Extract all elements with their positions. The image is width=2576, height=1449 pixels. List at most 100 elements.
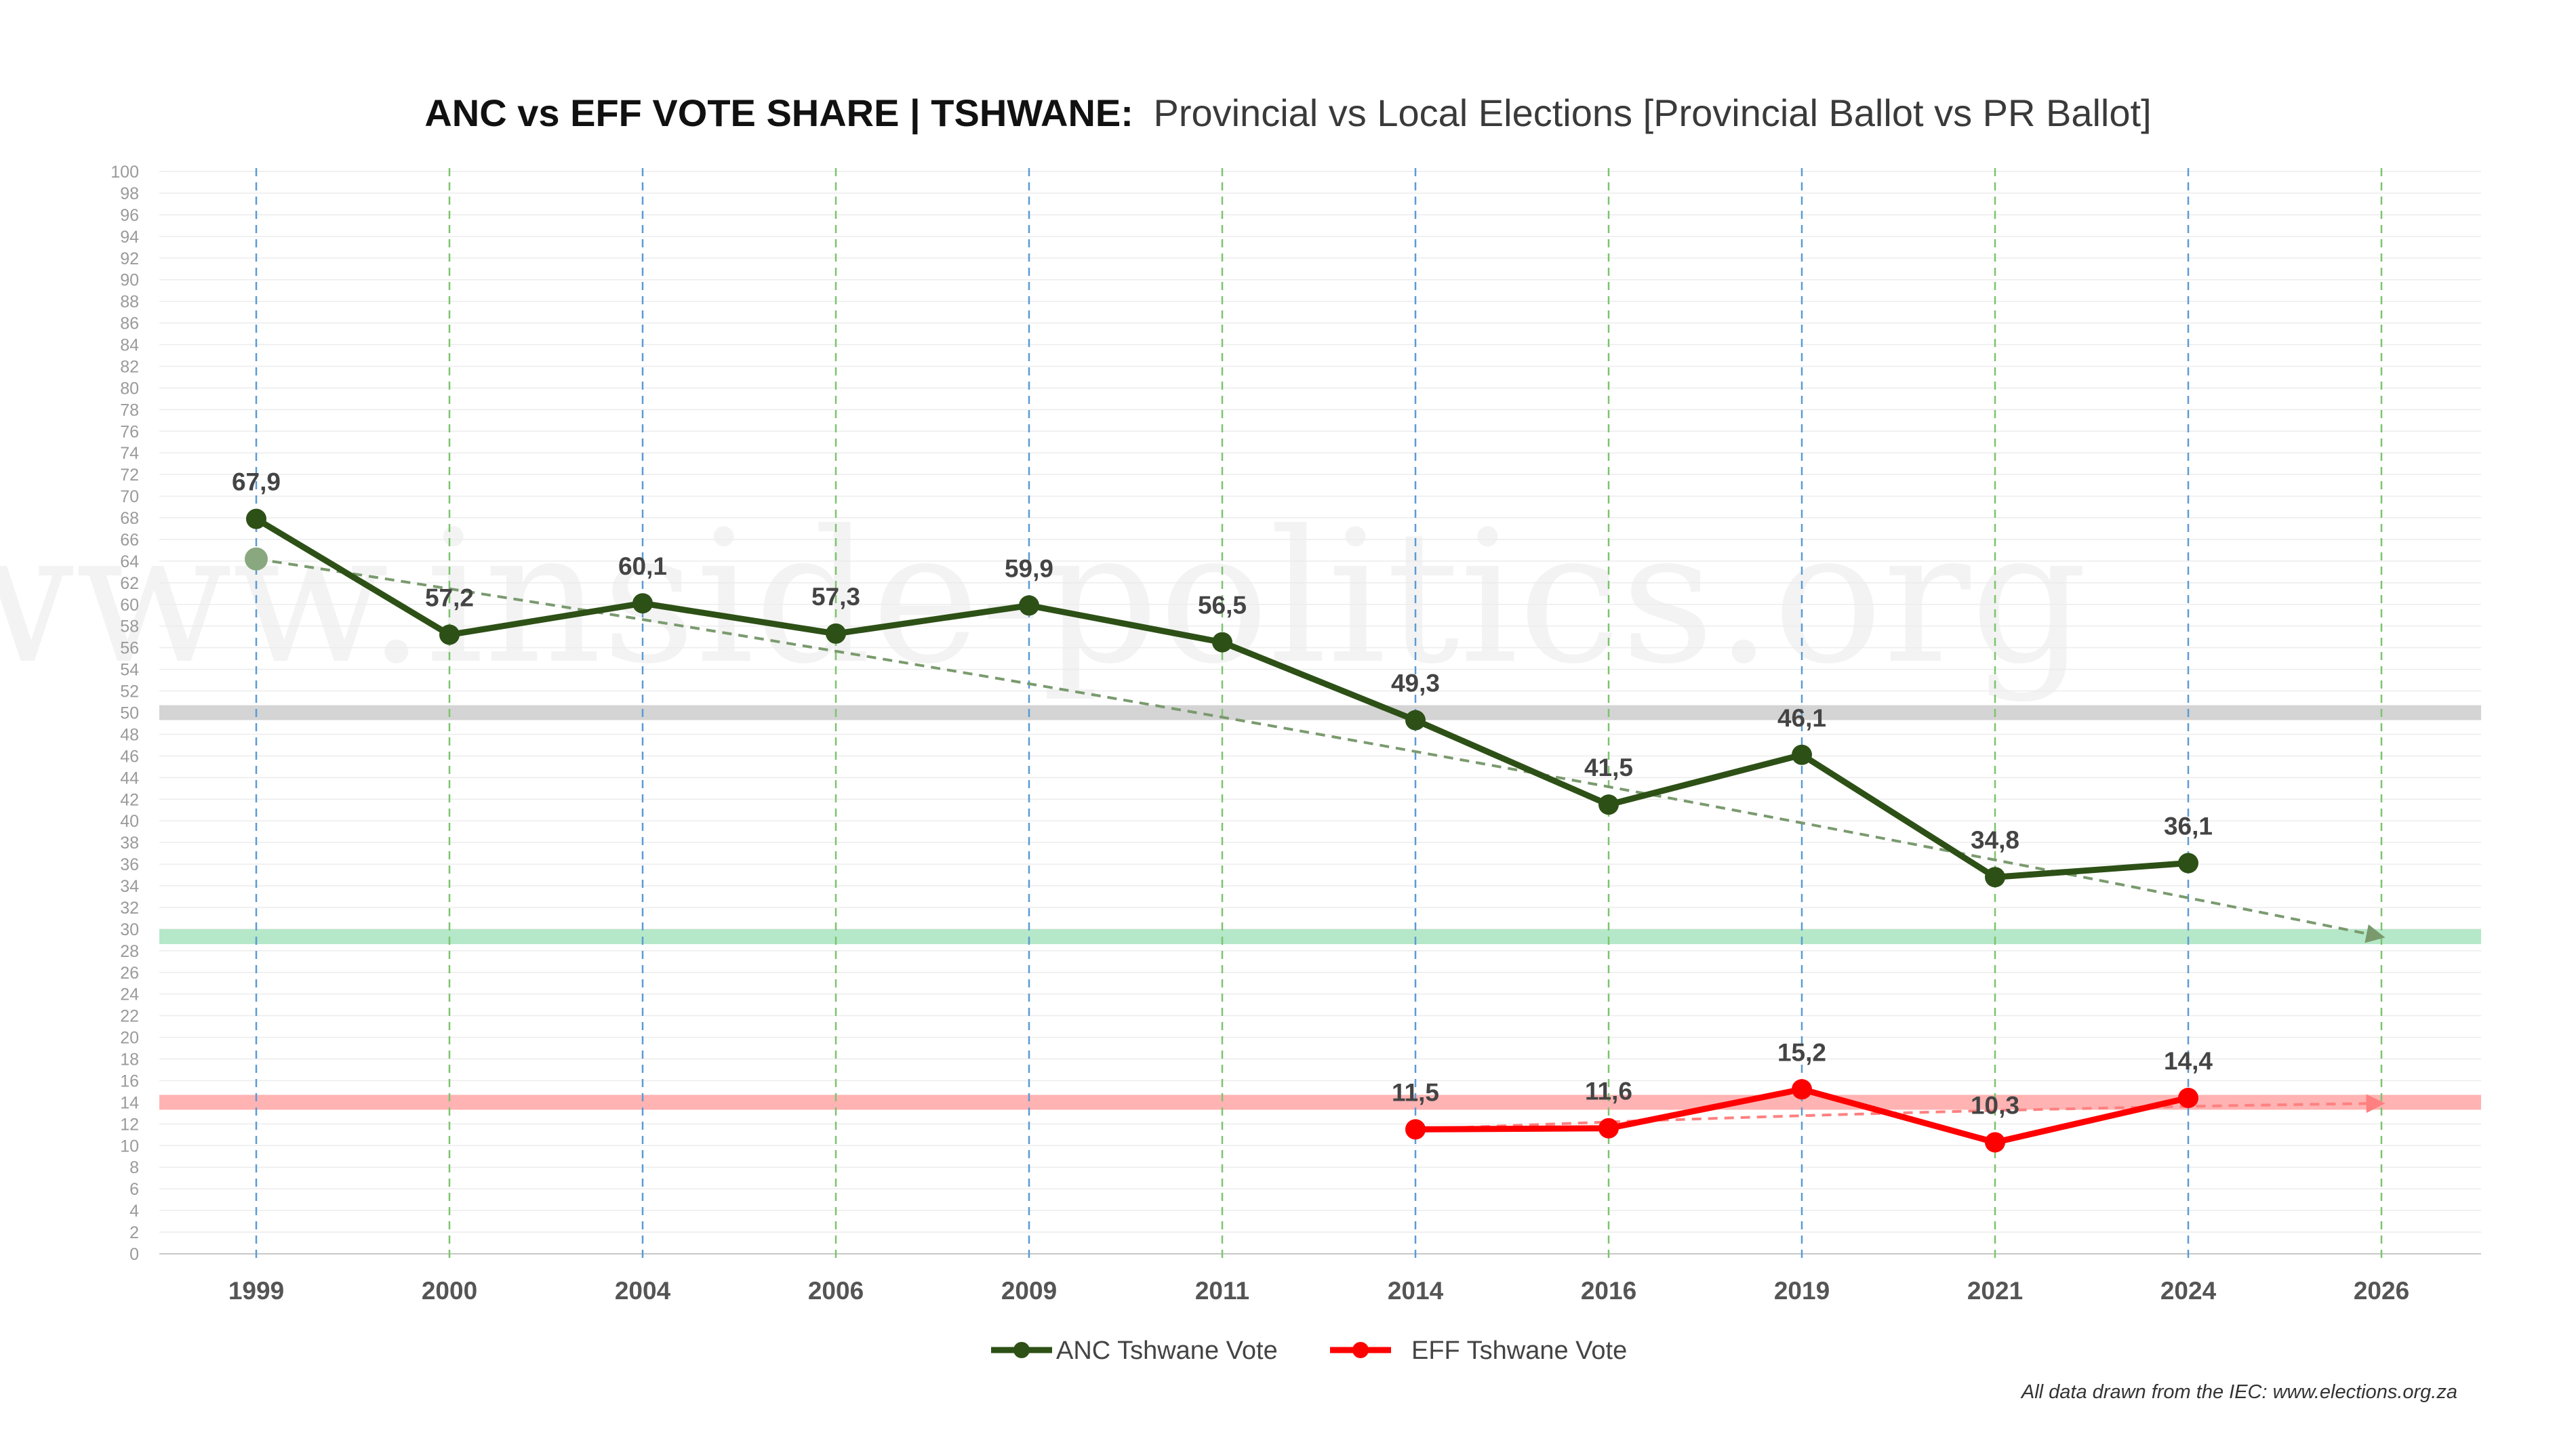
y-tick-label: 78 bbox=[120, 401, 139, 420]
eff-trendline bbox=[1415, 1094, 2386, 1131]
y-tick-label: 26 bbox=[120, 964, 139, 983]
y-tick-label: 32 bbox=[120, 899, 139, 918]
y-tick-label: 62 bbox=[120, 574, 139, 593]
x-tick-label: 2006 bbox=[808, 1277, 864, 1305]
x-tick-label: 2004 bbox=[615, 1277, 671, 1305]
y-tick-label: 66 bbox=[120, 531, 139, 550]
chart-title-bold: ANC vs EFF VOTE SHARE | TSHWANE: bbox=[424, 91, 1133, 135]
anc-data-label: 57,3 bbox=[811, 583, 860, 611]
y-tick-label: 18 bbox=[120, 1050, 139, 1069]
legend-eff-label: EFF Tshwane Vote bbox=[1411, 1336, 1627, 1365]
y-tick-label: 40 bbox=[120, 812, 139, 831]
y-tick-label: 56 bbox=[120, 639, 139, 658]
anc-data-label: 57,2 bbox=[425, 584, 474, 612]
x-tick-label: 2009 bbox=[1001, 1277, 1057, 1305]
anc-data-label: 34,8 bbox=[1971, 826, 2019, 854]
eff-data-label: 11,6 bbox=[1585, 1078, 1632, 1105]
anc-data-label: 56,5 bbox=[1198, 592, 1247, 619]
chart-title-regular: Provincial vs Local Elections [Provincia… bbox=[1153, 91, 2151, 134]
y-tick-label: 48 bbox=[120, 725, 139, 744]
x-tick-label: 2021 bbox=[1967, 1277, 2023, 1305]
anc-data-point bbox=[439, 624, 460, 645]
y-tick-label: 80 bbox=[120, 379, 139, 398]
anc-data-point bbox=[1985, 867, 2005, 888]
plot-area: 0246810121416182022242628303234363840424… bbox=[110, 163, 2481, 1305]
y-tick-label: 12 bbox=[120, 1115, 139, 1134]
anc-data-label: 67,9 bbox=[232, 468, 281, 496]
y-tick-label: 100 bbox=[110, 163, 139, 182]
x-tick-label: 2016 bbox=[1581, 1277, 1636, 1305]
x-tick-label: 2026 bbox=[2354, 1277, 2409, 1305]
anc-data-point bbox=[826, 623, 846, 644]
eff-data-point bbox=[1405, 1119, 1426, 1140]
y-tick-label: 64 bbox=[120, 552, 139, 571]
eff-data-label: 11,5 bbox=[1392, 1078, 1439, 1106]
eff-data-point bbox=[1598, 1118, 1619, 1139]
y-tick-label: 6 bbox=[129, 1180, 139, 1199]
y-tick-label: 14 bbox=[120, 1093, 139, 1112]
watermark-text: www.inside-politics.org bbox=[0, 491, 2088, 704]
y-tick-label: 76 bbox=[120, 422, 139, 441]
y-tick-label: 2 bbox=[129, 1223, 139, 1242]
y-tick-label: 72 bbox=[120, 466, 139, 485]
x-tick-label: 2019 bbox=[1774, 1277, 1830, 1305]
y-tick-label: 34 bbox=[120, 877, 139, 896]
y-tick-label: 0 bbox=[129, 1245, 139, 1264]
y-tick-label: 96 bbox=[120, 206, 139, 225]
legend-eff-marker bbox=[1352, 1342, 1369, 1358]
legend-item-anc[interactable]: ANC Tshwane Vote bbox=[991, 1336, 1278, 1365]
legend: ANC Tshwane Vote EFF Tshwane Vote bbox=[991, 1336, 1627, 1365]
y-tick-label: 50 bbox=[120, 704, 139, 723]
y-tick-label: 88 bbox=[120, 293, 139, 312]
y-tick-label: 84 bbox=[120, 336, 139, 355]
chart-title: ANC vs EFF VOTE SHARE | TSHWANE: Provinc… bbox=[424, 91, 2151, 135]
eff-data-point bbox=[1792, 1079, 1812, 1100]
reference-band-29-3 bbox=[159, 929, 2481, 945]
source-note: All data drawn from the IEC: www.electio… bbox=[2020, 1381, 2457, 1403]
y-tick-label: 58 bbox=[120, 617, 139, 636]
y-tick-label: 86 bbox=[120, 314, 139, 333]
y-tick-label: 54 bbox=[120, 661, 139, 680]
y-tick-label: 52 bbox=[120, 682, 139, 701]
anc-data-label: 41,5 bbox=[1584, 754, 1633, 781]
anc-data-point bbox=[1598, 794, 1619, 815]
anc-data-label: 60,1 bbox=[618, 552, 667, 580]
y-tick-label: 94 bbox=[120, 228, 139, 247]
y-tick-label: 70 bbox=[120, 487, 139, 506]
anc-data-point bbox=[632, 593, 653, 614]
y-tick-label: 42 bbox=[120, 790, 139, 809]
y-tick-label: 30 bbox=[120, 920, 139, 939]
anc-data-point bbox=[1792, 744, 1812, 765]
y-tick-label: 44 bbox=[120, 769, 139, 788]
x-tick-label: 2011 bbox=[1195, 1277, 1249, 1305]
anc-data-label: 36,1 bbox=[2164, 812, 2213, 840]
anc-data-point bbox=[1019, 595, 1039, 616]
anc-trend-start-marker bbox=[245, 547, 268, 571]
eff-data-point bbox=[1985, 1132, 2005, 1153]
eff-data-label: 10,3 bbox=[1971, 1092, 2019, 1120]
y-tick-label: 46 bbox=[120, 747, 139, 766]
y-tick-label: 98 bbox=[120, 184, 139, 203]
y-tick-label: 92 bbox=[120, 249, 139, 268]
y-tick-label: 8 bbox=[129, 1158, 139, 1177]
y-tick-label: 36 bbox=[120, 855, 139, 874]
legend-anc-label: ANC Tshwane Vote bbox=[1056, 1336, 1278, 1365]
anc-data-label: 46,1 bbox=[1777, 704, 1826, 732]
x-tick-label: 2024 bbox=[2160, 1277, 2217, 1305]
y-tick-label: 28 bbox=[120, 942, 139, 961]
eff-data-label: 14,4 bbox=[2164, 1047, 2213, 1075]
y-tick-label: 38 bbox=[120, 834, 139, 853]
anc-data-label: 59,9 bbox=[1005, 554, 1053, 582]
y-tick-label: 4 bbox=[129, 1202, 139, 1221]
legend-item-eff[interactable]: EFF Tshwane Vote bbox=[1330, 1336, 1627, 1365]
eff-data-label: 15,2 bbox=[1777, 1038, 1826, 1066]
anc-data-label: 49,3 bbox=[1391, 670, 1440, 697]
y-tick-label: 20 bbox=[120, 1029, 139, 1048]
anc-data-point bbox=[1212, 632, 1232, 653]
anc-data-point bbox=[2178, 853, 2198, 874]
anc-data-point bbox=[246, 508, 266, 529]
eff-data-point bbox=[2178, 1088, 2198, 1109]
y-tick-label: 24 bbox=[120, 985, 139, 1004]
x-tick-label: 1999 bbox=[228, 1277, 284, 1305]
y-tick-label: 16 bbox=[120, 1072, 139, 1090]
